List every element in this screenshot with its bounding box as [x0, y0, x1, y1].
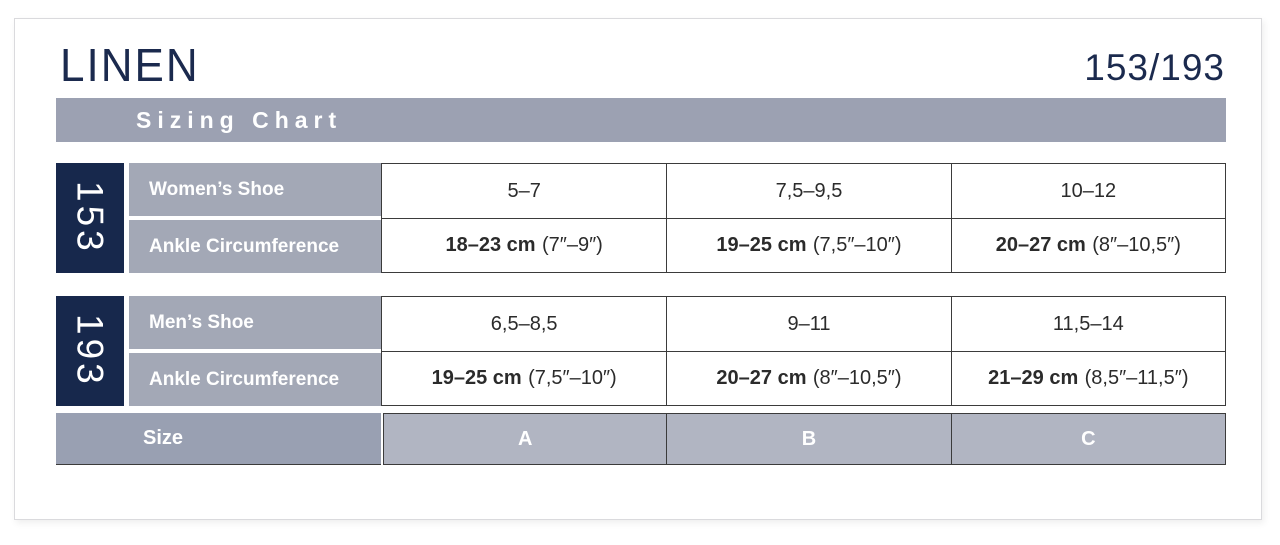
table-cell-ankle-153-c: 20–27 cm (8″–10,5″) — [950, 218, 1225, 272]
table-cell-womens-shoe-b: 7,5–9,5 — [666, 164, 950, 218]
size-row: Size A B C — [56, 413, 1226, 465]
header-bar: Sizing Chart — [56, 98, 1226, 142]
model-tag-153: 153 — [56, 163, 124, 273]
model-tag-193-label: 193 — [69, 314, 111, 388]
sizing-table: 153 Women’s Shoe Ankle Circumference 5–7… — [56, 163, 1226, 465]
row-label-womens-shoe: Women’s Shoe — [129, 163, 381, 216]
row-labels-153: Women’s Shoe Ankle Circumference — [129, 163, 381, 273]
table-cell-mens-shoe-b: 9–11 — [666, 297, 950, 351]
size-cell-c: C — [950, 414, 1225, 464]
table-cell-ankle-193-b: 20–27 cm (8″–10,5″) — [666, 351, 951, 405]
table-cell-mens-shoe-a: 6,5–8,5 — [490, 312, 558, 335]
table-cell-womens-shoe-a: 5–7 — [507, 179, 541, 202]
size-row-label: Size — [56, 413, 381, 465]
section-193: 193 Men’s Shoe Ankle Circumference 6,5–8… — [56, 296, 1226, 406]
data-grid-193: 6,5–8,5 9–11 11,5–14 19–25 cm (7,5″–10″) … — [381, 296, 1226, 406]
size-cell-b: B — [666, 414, 950, 464]
table-cell-ankle-193-a: 19–25 cm (7,5″–10″) — [382, 351, 667, 405]
size-cells: A B C — [383, 413, 1226, 465]
row-label-ankle-circumference-153: Ankle Circumference — [129, 220, 381, 273]
row-label-ankle-circumference-193: Ankle Circumference — [129, 353, 381, 406]
size-cell-a: A — [517, 427, 533, 450]
row-label-mens-shoe: Men’s Shoe — [129, 296, 381, 349]
table-cell-ankle-153-b: 19–25 cm (7,5″–10″) — [666, 218, 951, 272]
table-cell-ankle-153-a: 18–23 cm (7″–9″) — [382, 218, 667, 272]
brand-title: LINEN — [60, 39, 200, 92]
row-labels-193: Men’s Shoe Ankle Circumference — [129, 296, 381, 406]
table-cell-ankle-193-c: 21–29 cm (8,5″–11,5″) — [950, 351, 1225, 405]
model-numbers: 153/193 — [1084, 47, 1225, 88]
sizing-chart-card: LINEN 153/193 Sizing Chart 153 Women’s S… — [14, 18, 1262, 520]
data-grid-153: 5–7 7,5–9,5 10–12 18–23 cm (7″–9″) 19–25 … — [381, 163, 1226, 273]
page-title: Sizing Chart — [136, 107, 343, 133]
model-tag-153-label: 153 — [69, 181, 111, 255]
model-tag-193: 193 — [56, 296, 124, 406]
table-cell-womens-shoe-c: 10–12 — [950, 164, 1225, 218]
table-cell-mens-shoe-c: 11,5–14 — [950, 297, 1225, 351]
section-153: 153 Women’s Shoe Ankle Circumference 5–7… — [56, 163, 1226, 273]
